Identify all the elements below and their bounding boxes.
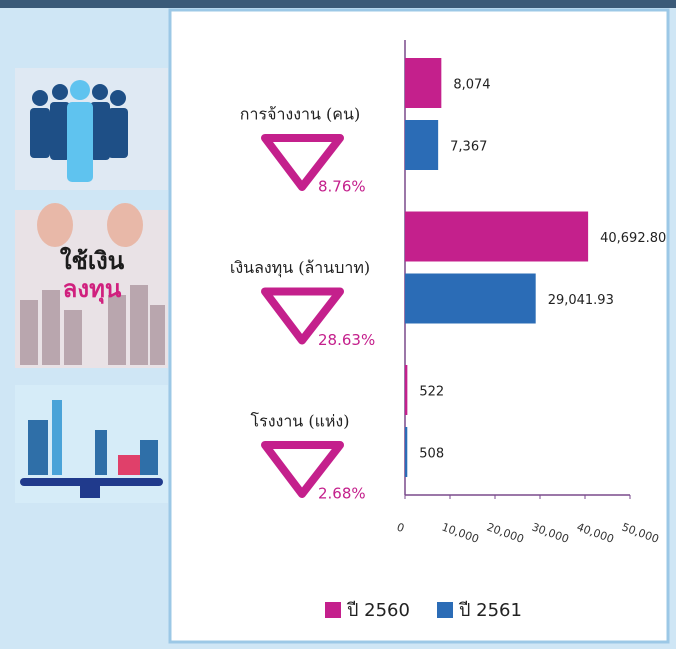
value-label: 7,367 — [450, 140, 487, 155]
image-text: ใช้เงิน — [60, 246, 125, 275]
decrease-triangle — [261, 134, 344, 191]
category-label: โรงงาน (แห่ง) — [251, 412, 350, 431]
category-label: การจ้างงาน (คน) — [240, 105, 360, 124]
x-tick-label: 0 — [395, 520, 406, 535]
legend-swatch — [437, 602, 453, 618]
value-label: 40,692.80 — [600, 231, 666, 246]
change-label: 28.63% — [318, 331, 375, 349]
bar — [405, 211, 589, 262]
change-label: 2.68% — [318, 485, 366, 503]
legend-swatch — [325, 602, 341, 618]
legend-label: ปี 2560 — [347, 600, 410, 621]
bar — [405, 58, 442, 108]
image-factory — [15, 385, 168, 503]
bar — [405, 273, 536, 324]
change-label: 8.76% — [318, 178, 366, 196]
bar — [405, 427, 408, 477]
value-label: 29,041.93 — [548, 293, 614, 308]
decrease-triangle — [261, 287, 344, 345]
image-workers — [15, 68, 168, 190]
value-label: 8,074 — [453, 78, 490, 93]
category-label: เงินลงทุน (ล้านบาท) — [230, 258, 370, 278]
value-label: 522 — [419, 385, 444, 400]
chart-panel — [168, 8, 670, 644]
bar — [405, 120, 439, 170]
image-investment: ใช้เงิน ลงทุน — [15, 203, 168, 368]
bar — [405, 365, 408, 415]
value-label: 508 — [419, 447, 444, 462]
image-text: ลงทุน — [63, 275, 122, 305]
legend-label: ปี 2561 — [459, 600, 522, 621]
decrease-triangle — [261, 441, 344, 498]
top-border — [0, 0, 676, 8]
